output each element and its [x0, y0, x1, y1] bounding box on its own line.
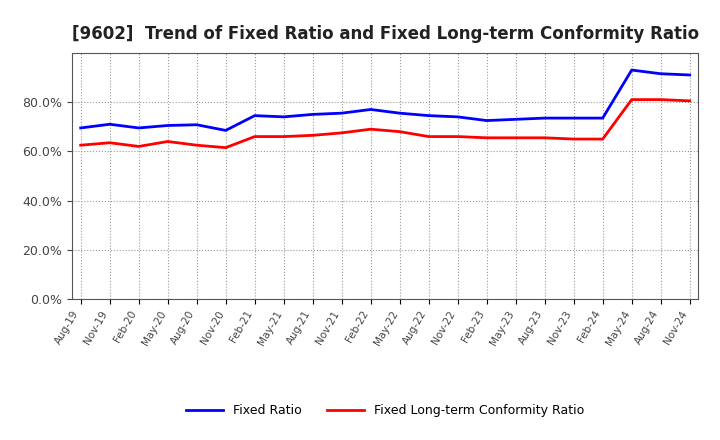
Fixed Ratio — [308, 112, 317, 117]
Fixed Long-term Conformity Ratio — [424, 134, 433, 139]
Legend: Fixed Ratio, Fixed Long-term Conformity Ratio: Fixed Ratio, Fixed Long-term Conformity … — [181, 399, 590, 422]
Fixed Long-term Conformity Ratio — [657, 97, 665, 102]
Fixed Ratio — [541, 115, 549, 121]
Fixed Long-term Conformity Ratio — [541, 135, 549, 140]
Fixed Long-term Conformity Ratio — [598, 136, 607, 142]
Fixed Ratio — [135, 125, 143, 131]
Fixed Ratio — [279, 114, 288, 120]
Fixed Ratio — [76, 125, 85, 131]
Fixed Ratio — [627, 67, 636, 73]
Fixed Long-term Conformity Ratio — [76, 143, 85, 148]
Fixed Ratio — [570, 115, 578, 121]
Fixed Ratio — [657, 71, 665, 77]
Fixed Ratio — [338, 110, 346, 116]
Fixed Ratio — [163, 123, 172, 128]
Fixed Long-term Conformity Ratio — [570, 136, 578, 142]
Fixed Ratio — [221, 128, 230, 133]
Fixed Long-term Conformity Ratio — [279, 134, 288, 139]
Fixed Ratio — [105, 121, 114, 127]
Fixed Long-term Conformity Ratio — [685, 98, 694, 103]
Fixed Long-term Conformity Ratio — [308, 133, 317, 138]
Fixed Ratio — [395, 110, 404, 116]
Fixed Long-term Conformity Ratio — [192, 143, 201, 148]
Fixed Ratio — [424, 113, 433, 118]
Line: Fixed Long-term Conformity Ratio: Fixed Long-term Conformity Ratio — [81, 99, 690, 148]
Fixed Long-term Conformity Ratio — [221, 145, 230, 150]
Fixed Ratio — [685, 72, 694, 77]
Fixed Long-term Conformity Ratio — [251, 134, 259, 139]
Fixed Long-term Conformity Ratio — [135, 144, 143, 149]
Fixed Ratio — [482, 118, 491, 123]
Fixed Ratio — [251, 113, 259, 118]
Line: Fixed Ratio: Fixed Ratio — [81, 70, 690, 130]
Title: [9602]  Trend of Fixed Ratio and Fixed Long-term Conformity Ratio: [9602] Trend of Fixed Ratio and Fixed Lo… — [71, 25, 699, 43]
Fixed Ratio — [192, 122, 201, 128]
Fixed Long-term Conformity Ratio — [511, 135, 520, 140]
Fixed Long-term Conformity Ratio — [482, 135, 491, 140]
Fixed Ratio — [366, 107, 375, 112]
Fixed Long-term Conformity Ratio — [105, 140, 114, 145]
Fixed Long-term Conformity Ratio — [395, 129, 404, 134]
Fixed Ratio — [511, 117, 520, 122]
Fixed Long-term Conformity Ratio — [627, 97, 636, 102]
Fixed Long-term Conformity Ratio — [454, 134, 462, 139]
Fixed Long-term Conformity Ratio — [338, 130, 346, 136]
Fixed Ratio — [454, 114, 462, 120]
Fixed Ratio — [598, 115, 607, 121]
Fixed Long-term Conformity Ratio — [366, 127, 375, 132]
Fixed Long-term Conformity Ratio — [163, 139, 172, 144]
